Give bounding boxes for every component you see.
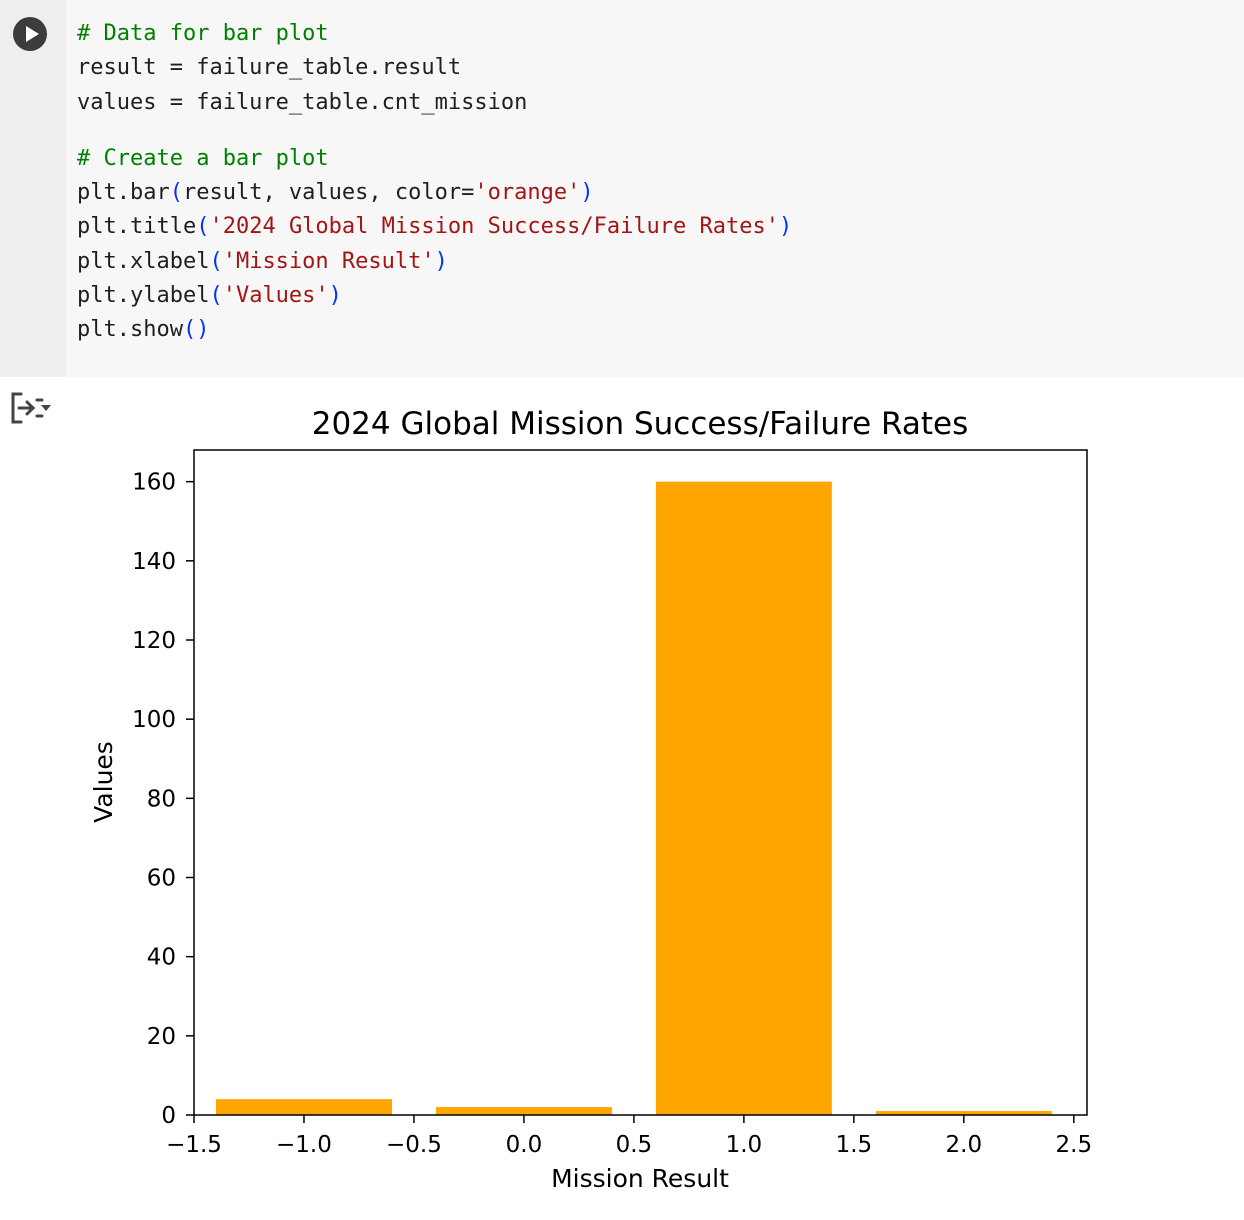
x-tick-label: 1.0	[726, 1132, 763, 1158]
chart-title: 2024 Global Mission Success/Failure Rate…	[312, 406, 969, 442]
x-tick-label: −1.0	[276, 1132, 332, 1158]
bar-chart: −1.5 −1.0 −0.5 0.0 0.5 1.0 1.5 2.0 2.5 0 20 40 60 80…	[89, 406, 1093, 1193]
y-tick-label: 120	[132, 628, 176, 654]
code-line: plt.title('2024 Global Mission Success/F…	[77, 214, 793, 240]
code-line: # Data for bar plot	[77, 21, 329, 46]
y-tick-label: 0	[161, 1103, 176, 1129]
code-line: plt.ylabel('Values')	[77, 283, 342, 309]
code-cell[interactable]: # Data for bar plot result = failure_tabl…	[0, 0, 1244, 377]
code-line: values = failure_table.cnt_mission	[77, 89, 528, 115]
code-line: plt.bar(result, values, color='orange')	[77, 180, 594, 206]
code-line: result = failure_table.result	[77, 55, 462, 81]
bar	[875, 1111, 1052, 1115]
code-editor[interactable]: # Data for bar plot result = failure_tabl…	[77, 17, 792, 348]
bar	[215, 1099, 392, 1115]
x-tick-label: −1.5	[166, 1132, 222, 1158]
y-tick-label: 100	[132, 707, 176, 733]
cell-gutter	[0, 0, 66, 377]
x-tick-label: −0.5	[386, 1132, 442, 1158]
y-tick-label: 160	[132, 470, 176, 496]
x-tick-label: 2.0	[946, 1132, 983, 1158]
code-line	[77, 120, 792, 142]
bar	[655, 481, 832, 1116]
y-axis-label: Values	[89, 741, 118, 823]
y-tick-label: 140	[132, 549, 176, 575]
code-line: plt.show()	[77, 317, 210, 343]
y-tick-label: 60	[147, 866, 176, 892]
x-tick-label: 2.5	[1056, 1132, 1093, 1158]
bar	[435, 1107, 612, 1115]
y-tick-label: 40	[147, 945, 176, 971]
y-tick-label: 20	[147, 1024, 176, 1050]
output-options-icon[interactable]	[10, 390, 54, 426]
y-tick-label: 80	[147, 786, 176, 812]
plot-frame	[193, 449, 1088, 1116]
code-line: # Create a bar plot	[77, 145, 329, 171]
run-cell-button[interactable]	[13, 17, 47, 51]
x-tick-label: 1.5	[836, 1132, 873, 1158]
x-axis-label: Mission Result	[551, 1164, 729, 1193]
x-tick-label: 0.0	[506, 1132, 543, 1158]
x-tick-label: 0.5	[616, 1132, 653, 1158]
code-line: plt.xlabel('Mission Result')	[77, 248, 448, 274]
